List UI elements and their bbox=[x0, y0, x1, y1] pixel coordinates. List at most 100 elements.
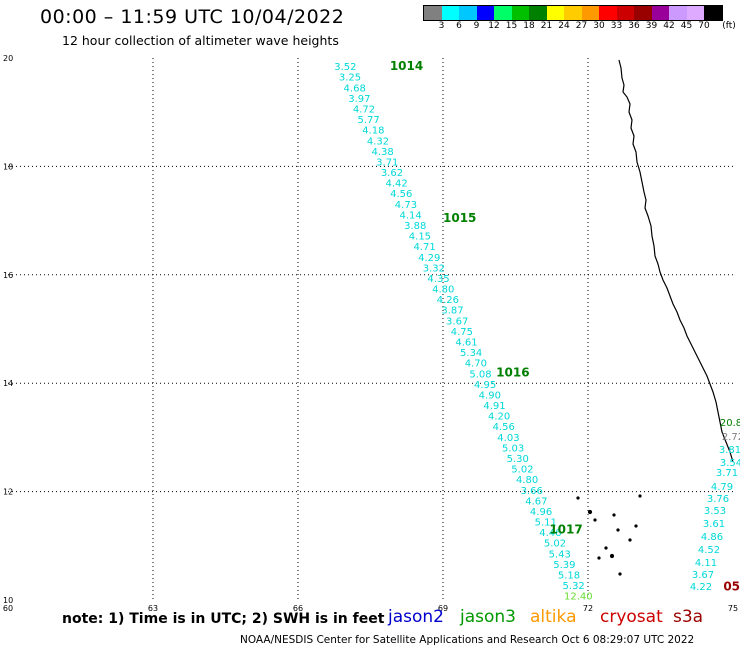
wave-height-label: 20.8 bbox=[720, 418, 740, 429]
scale-swatch bbox=[511, 6, 529, 20]
wave-height-label: 4.79 bbox=[711, 482, 733, 493]
lon-tick-label: 75 bbox=[728, 604, 738, 613]
scale-label: 39 bbox=[645, 21, 658, 31]
satellite-legend-cryosat: cryosat bbox=[600, 607, 663, 627]
wave-height-label: 4.75 bbox=[451, 327, 473, 338]
credit-line: NOAA/NESDIS Center for Satellite Applica… bbox=[240, 634, 695, 646]
scale-swatch bbox=[564, 6, 582, 20]
wave-height-label: 4.26 bbox=[437, 295, 459, 306]
wave-height-label: 4.29 bbox=[418, 253, 440, 264]
satellite-legend-jason3: jason3 bbox=[460, 607, 516, 627]
pass-number-label: 05 bbox=[723, 579, 740, 593]
island-dot bbox=[604, 546, 608, 550]
scale-label: 21 bbox=[540, 21, 553, 31]
scale-label: 24 bbox=[558, 21, 570, 31]
wave-height-label: 4.14 bbox=[399, 210, 421, 221]
wave-height-label: 3.87 bbox=[441, 306, 463, 317]
wave-height-label: 3.71 bbox=[716, 468, 738, 479]
scale-swatch bbox=[459, 6, 477, 20]
wave-height-label: 5.30 bbox=[507, 454, 529, 465]
coastline bbox=[576, 59, 734, 576]
wave-height-label: 5.43 bbox=[549, 549, 571, 560]
wave-height-label: 5.34 bbox=[460, 348, 482, 359]
wave-height-label: 3.88 bbox=[404, 221, 426, 232]
wave-height-label: 5.02 bbox=[511, 465, 533, 476]
scale-label: 12 bbox=[488, 21, 500, 31]
wave-height-label: 4.71 bbox=[413, 242, 435, 253]
lat-tick-label: 10 bbox=[3, 596, 13, 605]
wave-height-label: 5.39 bbox=[553, 560, 575, 571]
scale-swatch bbox=[546, 6, 564, 20]
satellite-legend-altika: altika bbox=[530, 607, 577, 627]
island-dot bbox=[638, 494, 642, 498]
scale-label: 18 bbox=[523, 21, 535, 31]
wave-height-label: 4.42 bbox=[385, 179, 407, 190]
lat-tick-label: 12 bbox=[3, 488, 13, 497]
scale-swatch bbox=[494, 6, 512, 20]
wave-height-label: 4.20 bbox=[488, 412, 510, 423]
scale-label: 3 bbox=[438, 21, 445, 31]
lon-tick-label: 69 bbox=[438, 604, 448, 613]
lon-tick-label: 60 bbox=[3, 604, 13, 613]
island-dot bbox=[593, 518, 597, 522]
wave-height-label: 4.80 bbox=[516, 475, 538, 486]
island-dot bbox=[612, 513, 616, 517]
pass-number-label: 1017 bbox=[549, 523, 582, 537]
pass-number-label: 1016 bbox=[496, 365, 529, 379]
wave-height-label: 3.61 bbox=[703, 519, 725, 530]
wave-height-label: 4.11 bbox=[695, 558, 717, 569]
scale-swatch bbox=[441, 6, 459, 20]
wave-height-label: 5.11 bbox=[535, 518, 557, 529]
island-dot bbox=[597, 556, 601, 560]
lon-tick-label: 63 bbox=[148, 604, 158, 613]
scale-swatch bbox=[686, 6, 704, 20]
island-dot bbox=[616, 528, 620, 532]
wave-height-label: 4.15 bbox=[409, 232, 431, 243]
scale-swatch bbox=[599, 6, 617, 20]
wave-height-label: 2.72 bbox=[722, 432, 740, 443]
wave-height-label: 3.54 bbox=[720, 458, 740, 469]
wave-height-label: 5.02 bbox=[544, 539, 566, 550]
wave-height-label: 4.70 bbox=[465, 359, 487, 370]
wave-height-label: 4.68 bbox=[344, 83, 366, 94]
wave-height-label: 4.38 bbox=[372, 147, 394, 158]
wave-height-label: 4.90 bbox=[479, 390, 501, 401]
wave-height-label: 4.61 bbox=[455, 337, 477, 348]
wave-height-label: 5.18 bbox=[558, 570, 580, 581]
wave-height-label: 4.80 bbox=[432, 285, 454, 296]
island-dot bbox=[587, 509, 593, 515]
scale-label: 70 bbox=[698, 21, 710, 31]
wave-height-label: 4.95 bbox=[474, 380, 496, 391]
pass-number-label: 1015 bbox=[443, 211, 476, 225]
wave-height-label: 3.71 bbox=[376, 157, 398, 168]
satellite-legend-jason2: jason2 bbox=[388, 607, 444, 627]
wave-height-label: 3.67 bbox=[446, 316, 468, 327]
scale-unit-label: (ft) bbox=[722, 21, 736, 31]
scale-swatch bbox=[616, 6, 634, 20]
wave-height-label: 4.32 bbox=[367, 136, 389, 147]
wave-height-label: 4.18 bbox=[362, 126, 384, 137]
color-scale-legend bbox=[423, 5, 723, 21]
wave-height-label: 5.08 bbox=[469, 369, 491, 380]
wave-height-label: 3.97 bbox=[348, 94, 370, 105]
scale-swatch bbox=[581, 6, 599, 20]
wave-height-label: 3.62 bbox=[381, 168, 403, 179]
wave-height-track-2: 20.8 2.72 3.81 3.543.71 4.793.763.53 3.61 4.86… bbox=[690, 418, 740, 593]
scale-swatch bbox=[529, 6, 547, 20]
page-title: 00:00 – 11:59 UTC 10/04/2022 bbox=[40, 6, 345, 28]
wave-height-label: 3.67 bbox=[692, 570, 714, 581]
map-grid bbox=[8, 58, 733, 600]
island-dot bbox=[618, 572, 622, 576]
wave-height-label: 4.03 bbox=[497, 433, 519, 444]
satellite-legend-s3a: s3a bbox=[673, 607, 704, 627]
scale-label: 45 bbox=[680, 21, 693, 31]
scale-swatch bbox=[476, 6, 494, 20]
wave-height-label: 3.53 bbox=[704, 506, 726, 517]
pass-labels: 1014 1015 1016 1017 05 bbox=[390, 59, 740, 593]
footer-note: note: 1) Time is in UTC; 2) SWH is in fe… bbox=[62, 611, 385, 627]
wave-height-label: 5.77 bbox=[358, 115, 380, 126]
lat-tick-label: 20 bbox=[3, 54, 13, 63]
scale-label: 33 bbox=[610, 21, 623, 31]
scale-swatch bbox=[669, 6, 687, 20]
scale-label: 36 bbox=[628, 21, 640, 31]
